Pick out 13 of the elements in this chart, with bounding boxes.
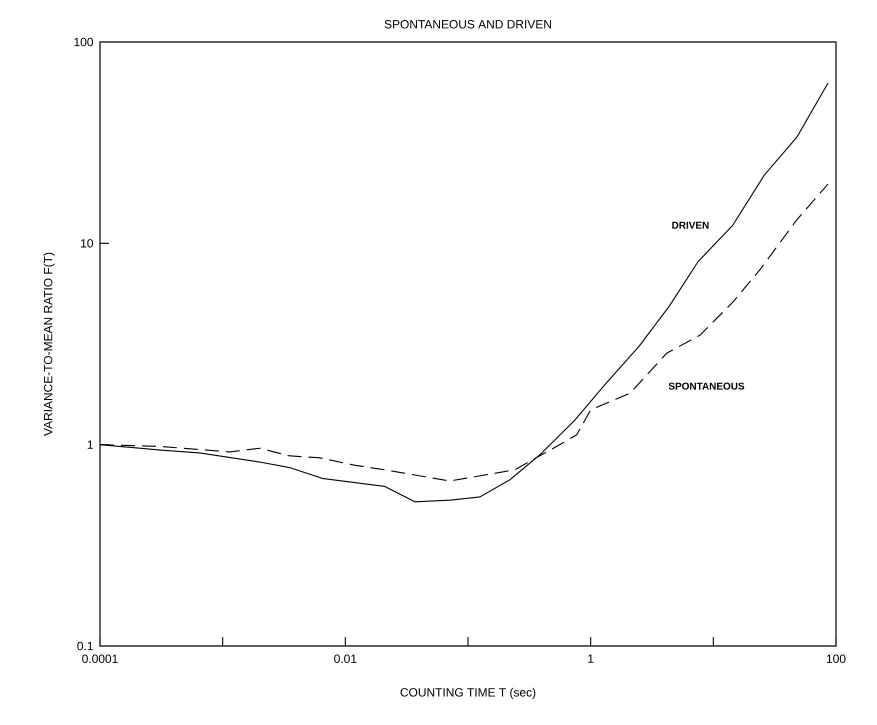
x-tick-label: 100 <box>826 654 846 663</box>
y-axis-title: VARIANCE-TO-MEAN RATIO F(T) <box>44 252 55 436</box>
y-tick-label: 100 <box>74 38 94 46</box>
text: SPONTANEOUS <box>668 382 744 390</box>
x-tick-label: 0.01 <box>334 654 356 663</box>
y-tick-label: 0.1 <box>77 642 93 650</box>
chart-title: SPONTANEOUS AND DRIVEN <box>384 20 551 28</box>
y-tick-label: 1 <box>88 440 93 449</box>
series-label: DRIVEN <box>672 222 709 229</box>
y-tick-label: 10 <box>81 239 94 248</box>
x-tick-label: 1 <box>588 654 594 663</box>
x-tick-label: 0.0001 <box>82 654 118 663</box>
x-axis-title: COUNTING TIME T (sec) <box>400 688 536 699</box>
